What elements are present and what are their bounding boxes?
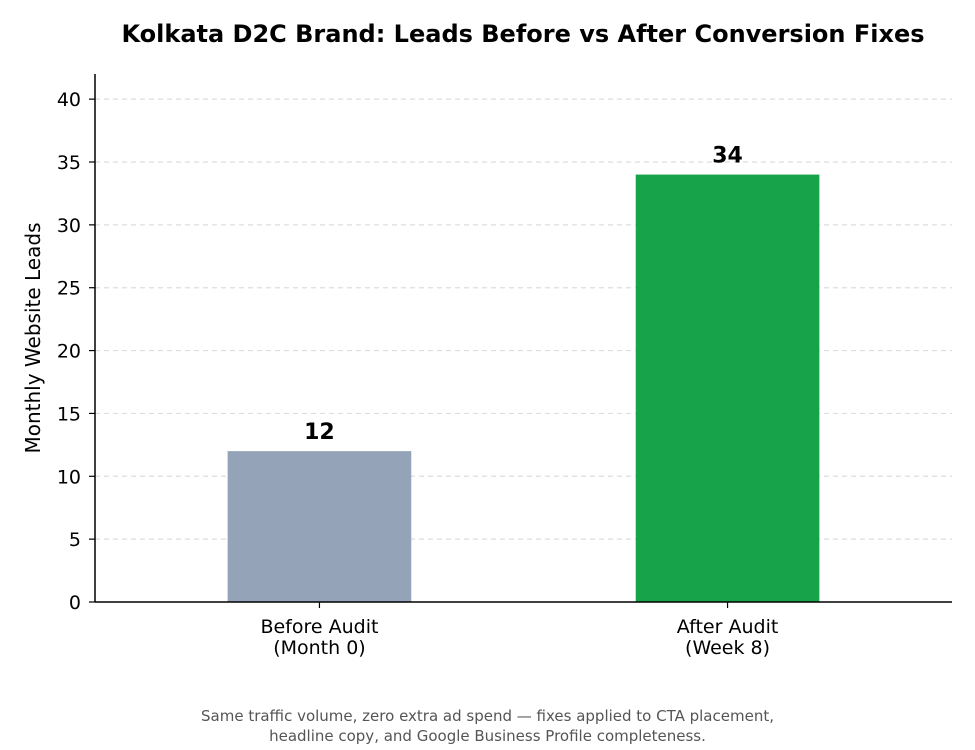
bar: [635, 174, 820, 603]
chart-caption: Same traffic volume, zero extra ad spend…: [0, 706, 975, 746]
bar-chart: Kolkata D2C Brand: Leads Before vs After…: [21, 20, 952, 659]
bars: [227, 174, 820, 603]
x-tick-label: (Month 0): [273, 637, 366, 659]
y-tick-label: 10: [57, 466, 81, 488]
chart-title: Kolkata D2C Brand: Leads Before vs After…: [121, 20, 924, 48]
bar: [227, 451, 412, 602]
y-tick-label: 40: [57, 89, 81, 111]
bar-value-label: 12: [304, 420, 335, 445]
gridlines: [95, 98, 952, 540]
y-tick-label: 25: [57, 278, 81, 300]
y-tick-label: 0: [69, 592, 81, 614]
y-tick-label: 20: [57, 341, 81, 363]
y-tick-label: 15: [57, 403, 81, 425]
y-tick-label: 5: [69, 529, 81, 551]
axes: [89, 74, 952, 608]
x-tick-label: (Week 8): [685, 637, 770, 659]
y-axis-label: Monthly Website Leads: [21, 223, 45, 454]
x-tick-label: Before Audit: [260, 616, 378, 638]
bar-value-label: 34: [712, 144, 743, 169]
caption-line-2: headline copy, and Google Business Profi…: [269, 727, 706, 745]
labels: 0 5 10 15 20 25 30 35 40 12 Before Audit(Month 0) 3…: [57, 89, 778, 659]
y-tick-label: 35: [57, 152, 81, 174]
caption-line-1: Same traffic volume, zero extra ad spend…: [201, 707, 774, 725]
x-tick-label: After Audit: [677, 616, 779, 638]
y-tick-label: 30: [57, 215, 81, 237]
